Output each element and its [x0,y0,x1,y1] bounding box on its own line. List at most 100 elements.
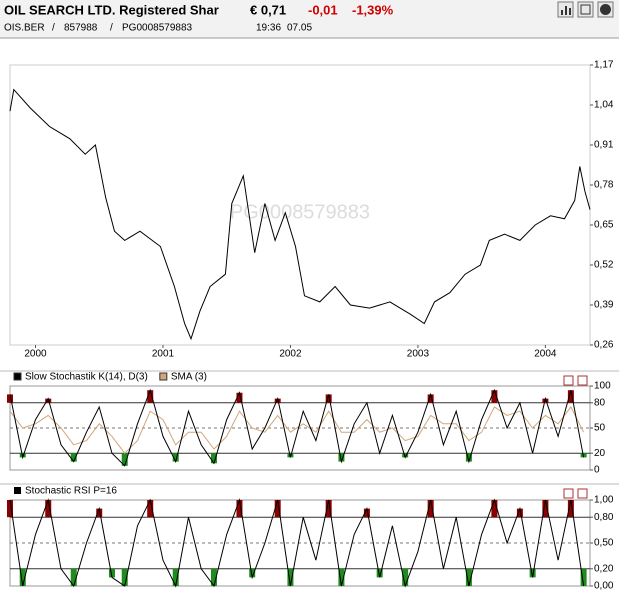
overbought-zone [491,390,498,403]
quote-date: 07.05 [287,23,312,34]
y-tick-label: 0,52 [594,260,614,271]
oversold-zone [121,568,128,586]
panel-close-button[interactable] [577,375,588,386]
overbought-zone [427,394,434,403]
oversold-zone [70,453,77,462]
toolbar-buttons [557,1,614,18]
y-tick-label: 1,17 [594,60,614,71]
legend-swatch [159,372,168,381]
y-tick-label: 100 [594,381,611,392]
oversold-zone [338,453,345,462]
price-plot-frame [9,64,591,346]
overbought-zone [45,398,52,403]
y-tick-label: 1,00 [594,495,614,506]
y-tick-label: 20 [594,448,606,459]
x-tick-label: 2001 [152,349,175,360]
overbought-zone [236,500,243,518]
oversold-zone [402,453,409,458]
news-button[interactable] [577,1,594,18]
overbought-zone [325,394,332,403]
y-tick-label: 0,91 [594,140,614,151]
price-change-percent: -1,39% [352,2,394,17]
panel-close-button[interactable] [577,488,588,499]
overbought-zone [325,500,332,518]
instrument-title: OIL SEARCH LTD. Registered Shar [4,2,219,17]
y-tick-label: 80 [594,397,606,408]
y-tick-label: 0,20 [594,563,614,574]
overbought-zone [147,500,154,518]
overbought-zone [236,392,243,403]
icon [565,6,567,15]
overbought-zone [542,500,549,518]
exchange-symbol: OIS.BER [4,23,45,34]
overbought-zone [274,500,281,518]
icon [561,10,563,15]
oversold-zone [172,453,179,462]
oversold-zone [210,568,217,586]
overbought-zone [567,390,574,403]
oversold-zone [376,568,383,578]
overbought-zone [7,394,13,403]
legend-swatch [14,487,21,494]
y-tick-label: 0,00 [594,581,614,592]
separator: / [52,23,55,34]
overbought-zone [7,500,13,518]
x-tick-label: 2000 [24,349,47,360]
price-change: -0,01 [308,2,338,17]
y-tick-label: 0 [594,465,600,476]
y-tick-label: 0,26 [594,340,614,351]
wkn: 857988 [64,23,98,34]
y-tick-label: 0,78 [594,180,614,191]
overbought-zone [427,500,434,518]
y-tick-label: 0,65 [594,220,614,231]
oversold-zone [172,568,179,586]
overbought-zone [491,500,498,518]
oversold-zone [249,568,256,578]
oversold-zone [210,453,217,464]
x-tick-label: 2004 [534,349,557,360]
icon [580,4,591,15]
y-tick-label: 0,39 [594,300,614,311]
header-bar [0,0,619,38]
y-tick-label: 0,50 [594,538,614,549]
watermark: PG0008579883 [230,201,370,223]
oversold-zone [121,453,128,466]
oversold-zone [19,568,26,586]
overbought-zone [45,500,52,518]
x-tick-label: 2003 [407,349,430,360]
y-tick-label: 50 [594,423,606,434]
icon [569,8,571,15]
series-line [9,388,585,467]
panel-settings-button[interactable] [563,488,574,499]
x-tick-label: 2002 [279,349,302,360]
panel-settings-button[interactable] [563,375,574,386]
oversold-zone [465,453,472,462]
overbought-zone [96,508,103,518]
overbought-zone [516,508,523,518]
legend-label: SMA (3) [171,372,207,383]
isin: PG0008579883 [122,23,193,34]
legend-swatch [13,372,22,381]
overbought-zone [363,508,370,518]
oversold-zone [465,568,472,586]
quote-time: 19:36 [256,23,281,34]
separator: / [110,23,113,34]
y-tick-label: 0,80 [594,512,614,523]
oversold-zone [338,568,345,586]
series-line [9,88,591,341]
oversold-zone [287,568,294,586]
oversold-zone [70,568,77,586]
oversold-zone [529,568,536,578]
overbought-zone [147,390,154,403]
legend-label: Slow Stochastik K(14), D(3) [25,372,148,383]
oversold-zone [108,568,115,578]
overbought-zone [567,500,574,518]
y-tick-label: 1,04 [594,100,614,111]
panel-title: Stochastic RSI P=16 [25,486,117,497]
oversold-zone [402,568,409,586]
last-price: € 0,71 [250,2,286,17]
icon [600,4,611,15]
series-line [9,498,585,588]
